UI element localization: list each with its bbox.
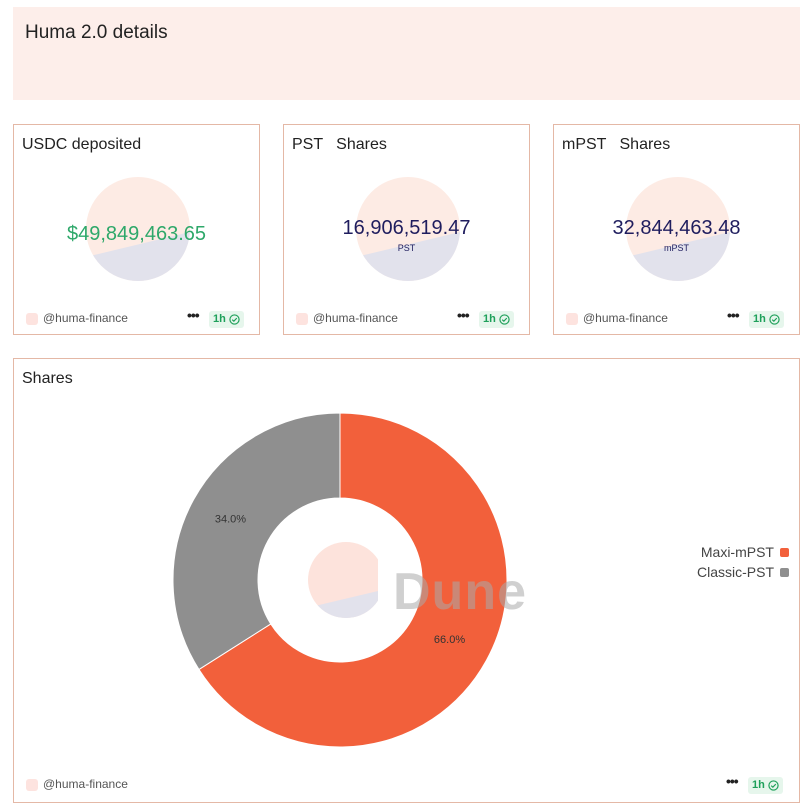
avatar <box>296 313 308 325</box>
author-link[interactable]: @huma-finance <box>43 311 128 325</box>
card-footer: @huma-finance ••• 1h <box>14 307 259 334</box>
counter-value: $49,849,463.65 <box>66 223 207 245</box>
donut-slice-maxi-mpst[interactable] <box>198 412 508 748</box>
slice-percent-label: 34.0% <box>215 514 246 526</box>
refresh-badge[interactable]: 1h <box>749 311 784 328</box>
more-options-button[interactable]: ••• <box>727 307 740 323</box>
card-footer: @huma-finance ••• 1h <box>284 307 529 334</box>
badge-label: 1h <box>752 779 765 791</box>
dune-logo-background <box>626 177 730 281</box>
mpst-shares-card: mPST Shares 32,844,463.48 mPST @huma-fin… <box>553 124 800 335</box>
dune-logo-background <box>308 542 378 618</box>
author-link[interactable]: @huma-finance <box>583 311 668 325</box>
dune-logo-background <box>86 177 190 281</box>
legend-label: Maxi-mPST <box>700 544 774 560</box>
check-circle-icon <box>229 314 240 325</box>
card-title: mPST Shares <box>562 136 671 153</box>
refresh-badge[interactable]: 1h <box>209 311 244 328</box>
counter-value: 16,906,519.47 <box>342 217 471 239</box>
check-circle-icon <box>769 314 780 325</box>
chart-title: Shares <box>22 370 73 387</box>
legend-item-classic-pst[interactable]: Classic-PST <box>697 562 789 582</box>
card-title: PST Shares <box>292 136 387 153</box>
chart-legend: Maxi-mPST Classic-PST <box>697 542 789 582</box>
more-options-button[interactable]: ••• <box>726 773 739 789</box>
check-circle-icon <box>499 314 510 325</box>
dashboard-header: Huma 2.0 details <box>13 7 800 100</box>
shares-donut-chart: 66.0% 34.0% <box>172 412 508 748</box>
refresh-badge[interactable]: 1h <box>479 311 514 328</box>
badge-label: 1h <box>483 313 496 325</box>
dashboard-title: Huma 2.0 details <box>25 22 168 43</box>
legend-swatch <box>780 567 789 577</box>
slice-percent-label: 66.0% <box>434 634 465 646</box>
card-title: USDC deposited <box>22 136 142 153</box>
counter-unit: mPST <box>663 243 689 253</box>
refresh-badge[interactable]: 1h <box>748 777 783 794</box>
counter-unit: PST <box>397 243 416 253</box>
author-link[interactable]: @huma-finance <box>43 777 128 791</box>
badge-label: 1h <box>213 313 226 325</box>
card-footer: @huma-finance ••• 1h <box>554 307 799 334</box>
badge-label: 1h <box>753 313 766 325</box>
card-footer: @huma-finance ••• 1h <box>14 773 799 802</box>
legend-label: Classic-PST <box>696 564 774 580</box>
more-options-button[interactable]: ••• <box>457 307 470 323</box>
check-circle-icon <box>768 780 779 791</box>
pst-shares-card: PST Shares 16,906,519.47 PST @huma-finan… <box>283 124 530 335</box>
author-link[interactable]: @huma-finance <box>313 311 398 325</box>
shares-chart-card: Shares 66.0% 34.0% Dune Maxi-mPST Classic… <box>13 358 800 803</box>
more-options-button[interactable]: ••• <box>187 307 200 323</box>
legend-item-maxi-mpst[interactable]: Maxi-mPST <box>697 542 789 562</box>
legend-swatch <box>780 547 789 557</box>
avatar <box>26 313 38 325</box>
avatar <box>26 779 38 791</box>
donut-slice-classic-pst[interactable] <box>172 412 341 671</box>
avatar <box>566 313 578 325</box>
usdc-deposited-card: USDC deposited $49,849,463.65 @huma-fina… <box>13 124 260 335</box>
dune-logo-background <box>356 177 460 281</box>
counter-value: 32,844,463.48 <box>612 217 741 239</box>
